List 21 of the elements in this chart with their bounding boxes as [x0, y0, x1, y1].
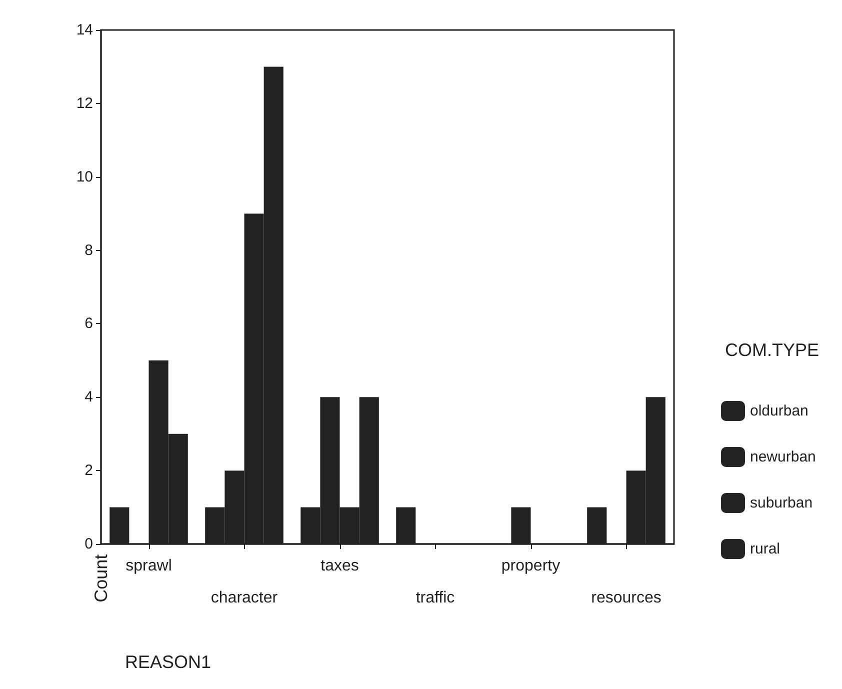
legend-label: newurban [750, 448, 816, 466]
x-tick-label: resources [591, 590, 662, 606]
y-tick-label: 12 [76, 94, 93, 112]
x-tick-label: character [210, 590, 278, 606]
legend-title: COM.TYPE [725, 340, 820, 360]
y-tick-label: 6 [84, 315, 93, 332]
x-tick-label: property [501, 558, 560, 574]
y-tick-label: 10 [76, 168, 93, 186]
x-tick-label: traffic [416, 590, 455, 606]
legend-label: oldurban [750, 402, 808, 420]
y-tick-label: 14 [76, 22, 93, 38]
y-tick-label: 8 [84, 242, 93, 259]
x-tick-label: sprawl [126, 558, 172, 574]
y-tick-label: 2 [84, 462, 93, 480]
y-tick-label: 4 [84, 388, 93, 406]
y-axis-title: Count [91, 554, 111, 602]
legend-label: suburban [750, 494, 813, 512]
x-axis-title: REASON1 [125, 652, 212, 672]
legend-label: rural [750, 540, 780, 558]
x-tick-label: taxes [320, 558, 359, 574]
y-tick-label: 0 [84, 536, 93, 552]
